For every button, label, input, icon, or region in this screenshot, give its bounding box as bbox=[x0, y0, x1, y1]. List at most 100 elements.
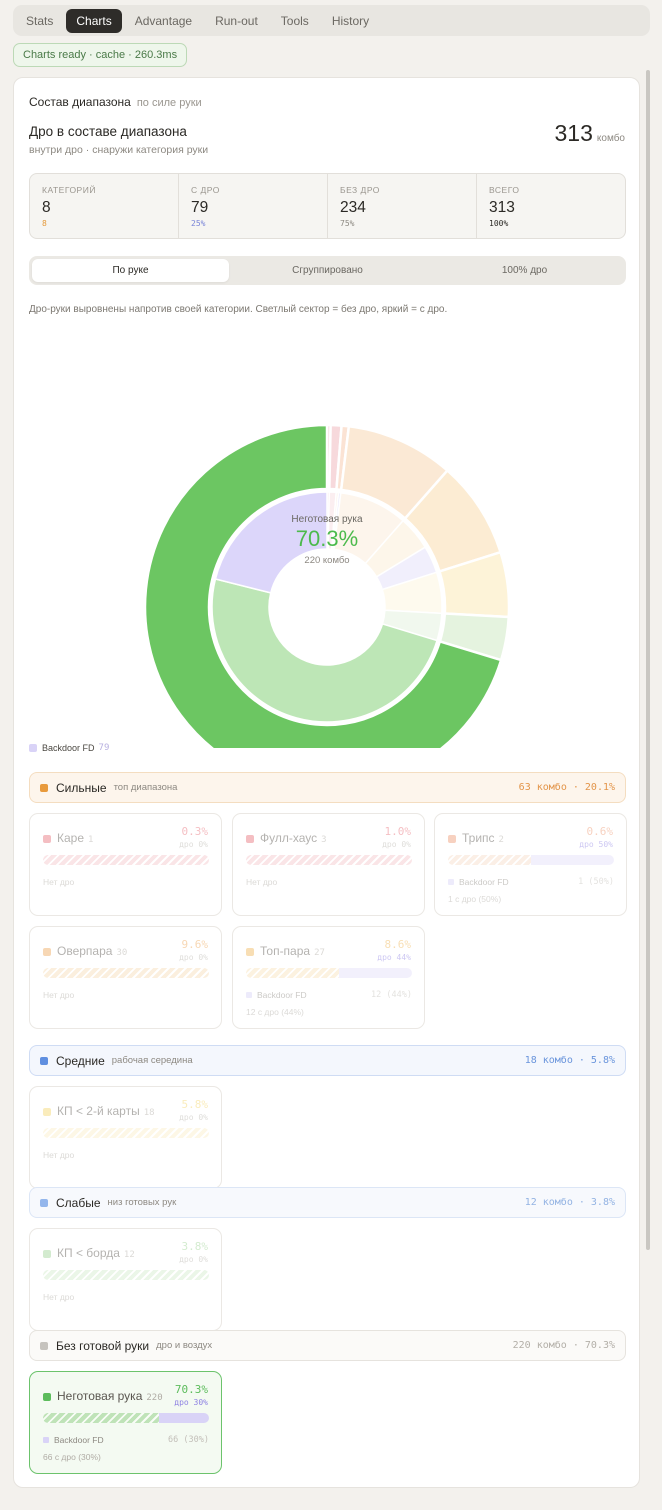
category-footnote: Нет дро bbox=[246, 877, 278, 887]
category-draw-share: дро 30% bbox=[174, 1398, 208, 1407]
category-name: Каре 1 bbox=[57, 831, 93, 845]
category-card[interactable]: Топ-пара 27 8.6% дро 44% Backdoor FD 12 (44%)… bbox=[232, 926, 425, 1029]
category-card[interactable]: Фулл-хаус 3 1.0% дро 0% Нет дро bbox=[232, 813, 425, 916]
draw-legend-row: Backdoor FD 12 (44%) bbox=[246, 990, 412, 1000]
bar-no-draw bbox=[448, 855, 531, 865]
tab-advantage[interactable]: Advantage bbox=[134, 13, 193, 28]
category-name: Оверпара 30 bbox=[57, 944, 127, 958]
tab-bar: Stats Charts Advantage Run-out Tools His… bbox=[13, 5, 650, 36]
group-swatch bbox=[40, 783, 48, 792]
tab-run-out[interactable]: Run-out bbox=[215, 13, 258, 28]
stat-label: БЕЗ ДРО bbox=[340, 185, 380, 195]
category-name: Неготовая рука 220 bbox=[57, 1389, 163, 1403]
category-card[interactable]: Оверпара 30 9.6% дро 0% Нет дро bbox=[29, 926, 222, 1029]
stat-2: БЕЗ ДРО 234 75% bbox=[328, 174, 477, 238]
category-footnote: Нет дро bbox=[43, 990, 75, 1000]
stat-value: 79 bbox=[191, 199, 209, 216]
total-unit: комбо bbox=[596, 133, 625, 144]
donut-center-label: Неготовая рука 70.3% 220 комбо bbox=[264, 514, 390, 566]
category-count: 2 bbox=[498, 835, 504, 845]
category-name: КП < 2-й карты 18 bbox=[57, 1104, 155, 1118]
group-swatch bbox=[40, 1341, 48, 1350]
group-desc: низ готовых рук bbox=[107, 1197, 177, 1208]
category-card[interactable]: КП < борда 12 3.8% дро 0% Нет дро bbox=[29, 1228, 222, 1331]
stat-value: 234 bbox=[340, 199, 366, 216]
category-draw-share: дро 0% bbox=[382, 840, 411, 849]
category-bar bbox=[246, 855, 412, 865]
tab-stats[interactable]: Stats bbox=[26, 13, 54, 28]
mode-by-hand[interactable]: По руке bbox=[32, 259, 229, 282]
category-swatch bbox=[246, 948, 254, 956]
category-draw-share: дро 44% bbox=[377, 953, 411, 962]
group-swatch bbox=[40, 1056, 48, 1065]
draw-value: 66 (30%) bbox=[168, 1435, 209, 1445]
category-name: Фулл-хаус 3 bbox=[260, 831, 327, 845]
mode-grouped[interactable]: Сгруппировано bbox=[292, 265, 363, 276]
group-desc: рабочая середина bbox=[111, 1055, 193, 1066]
group-header[interactable]: Без готовой руки дро и воздух 220 комбо · … bbox=[29, 1330, 626, 1361]
category-name: Топ-пара 27 bbox=[260, 944, 325, 958]
category-card[interactable]: Неготовая рука 220 70.3% дро 30% Backdoor FD… bbox=[29, 1371, 222, 1474]
category-percent: 70.3% bbox=[174, 1383, 208, 1396]
category-count: 1 bbox=[88, 835, 94, 845]
stat-0: КАТЕГОРИЙ 8 8 bbox=[30, 174, 179, 238]
group-name: Средние bbox=[56, 1053, 105, 1068]
group-desc: дро и воздух bbox=[156, 1340, 213, 1351]
draw-label: Backdoor FD bbox=[257, 990, 307, 1000]
stat-hint: 75% bbox=[340, 219, 355, 228]
category-count: 30 bbox=[116, 948, 128, 958]
draw-label: Backdoor FD bbox=[54, 1435, 104, 1445]
category-footnote: 12 с дро (44%) bbox=[246, 1007, 304, 1017]
category-label: КП < 2-й карты bbox=[57, 1104, 140, 1118]
composition-donut bbox=[143, 423, 511, 748]
bar-no-draw bbox=[246, 855, 412, 865]
stat-1: С ДРО 79 25% bbox=[179, 174, 328, 238]
outer-slice-7[interactable] bbox=[143, 423, 503, 748]
stat-hint: 25% bbox=[191, 219, 206, 228]
view-mode-switch: По руке Сгруппировано 100% дро bbox=[29, 256, 626, 285]
category-card[interactable]: КП < 2-й карты 18 5.8% дро 0% Нет дро bbox=[29, 1086, 222, 1189]
tab-charts[interactable]: Charts bbox=[66, 8, 122, 33]
stat-label: ВСЕГО bbox=[489, 185, 520, 195]
category-swatch bbox=[43, 1108, 51, 1116]
category-percent: 8.6% bbox=[384, 938, 412, 951]
category-label: Оверпара bbox=[57, 944, 113, 958]
group-summary: 18 комбо · 5.8% bbox=[524, 1055, 615, 1066]
scrollbar[interactable] bbox=[646, 70, 650, 1250]
draw-swatch bbox=[448, 879, 454, 885]
category-footnote: 66 с дро (30%) bbox=[43, 1452, 101, 1462]
group-header[interactable]: Сильные топ диапазона 63 комбо · 20.1% bbox=[29, 772, 626, 803]
category-percent: 0.3% bbox=[181, 825, 209, 838]
composition-card: Состав диапазона по силе руки Дро в соста… bbox=[13, 77, 640, 1488]
stat-hint: 100% bbox=[489, 219, 509, 228]
category-bar bbox=[43, 1128, 209, 1138]
inner-slice-9[interactable] bbox=[211, 578, 438, 723]
group-header[interactable]: Средние рабочая середина 18 комбо · 5.8% bbox=[29, 1045, 626, 1076]
mode-100-draw[interactable]: 100% дро bbox=[501, 265, 548, 276]
inner-slice-10[interactable] bbox=[214, 491, 328, 594]
category-swatch bbox=[43, 1393, 51, 1401]
bar-no-draw bbox=[43, 968, 209, 978]
category-draw-share: дро 50% bbox=[579, 840, 613, 849]
category-footnote: Нет дро bbox=[43, 1292, 75, 1302]
category-swatch bbox=[43, 948, 51, 956]
category-draw-share: дро 0% bbox=[179, 840, 208, 849]
stat-value: 313 bbox=[489, 199, 515, 216]
bar-no-draw bbox=[43, 855, 209, 865]
category-card[interactable]: Каре 1 0.3% дро 0% Нет дро bbox=[29, 813, 222, 916]
group-desc: топ диапазона bbox=[113, 782, 178, 793]
category-bar bbox=[43, 855, 209, 865]
bar-draw bbox=[338, 968, 412, 978]
stat-label: КАТЕГОРИЙ bbox=[42, 185, 96, 195]
category-bar bbox=[246, 968, 412, 978]
category-count: 220 bbox=[146, 1393, 163, 1403]
tab-tools[interactable]: Tools bbox=[280, 13, 309, 28]
category-swatch bbox=[448, 835, 456, 843]
category-draw-share: дро 0% bbox=[179, 953, 208, 962]
chart-legend: Backdoor FD 79 bbox=[29, 743, 109, 753]
category-card[interactable]: Трипс 2 0.6% дро 50% Backdoor FD 1 (50%) 1 с д… bbox=[434, 813, 627, 916]
tab-history[interactable]: History bbox=[331, 13, 370, 28]
stat-label: С ДРО bbox=[191, 185, 220, 195]
group-header[interactable]: Слабые низ готовых рук 12 комбо · 3.8% bbox=[29, 1187, 626, 1218]
category-bar bbox=[43, 1413, 209, 1423]
